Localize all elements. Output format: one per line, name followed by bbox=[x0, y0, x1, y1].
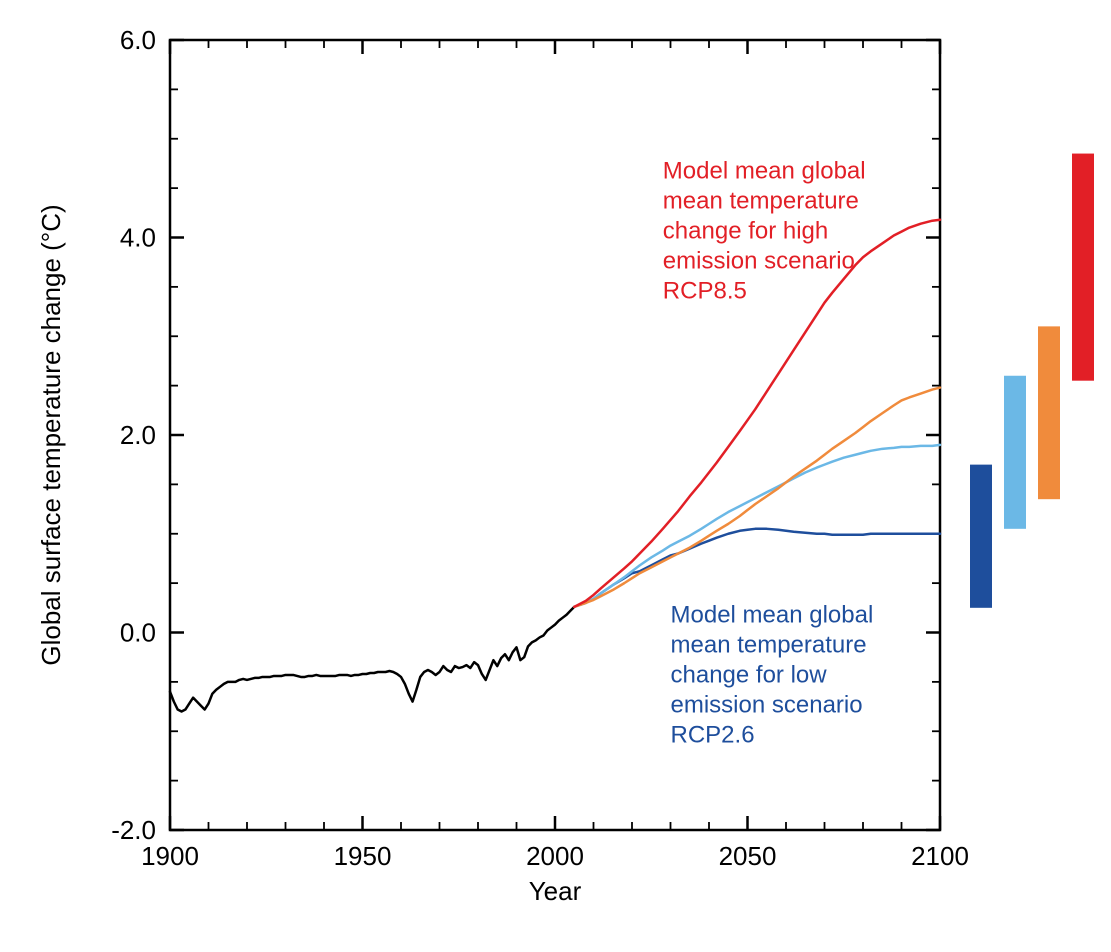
x-axis-label: Year bbox=[529, 876, 582, 906]
x-tick-label: 2050 bbox=[719, 841, 777, 871]
y-axis-label: Global surface temperature change (°C) bbox=[36, 204, 66, 665]
temperature-chart: 1900 1950 2000 2050 2100 Year -2.0 0.0 2.0 4.0 6.0… bbox=[0, 0, 1111, 952]
x-tick-label: 1900 bbox=[141, 841, 199, 871]
y-tick-label: 2.0 bbox=[120, 420, 156, 450]
rcp85-range bbox=[1072, 154, 1094, 381]
y-tick-label: 0.0 bbox=[120, 618, 156, 648]
chart-container: 1900 1950 2000 2050 2100 Year -2.0 0.0 2.0 4.0 6.0… bbox=[0, 0, 1111, 952]
x-tick-label: 1950 bbox=[334, 841, 392, 871]
y-tick-label: 6.0 bbox=[120, 25, 156, 55]
rcp26-range bbox=[970, 465, 992, 608]
x-tick-label: 2000 bbox=[526, 841, 584, 871]
y-tick-label: 4.0 bbox=[120, 223, 156, 253]
y-tick-label: -2.0 bbox=[111, 815, 156, 845]
rcp45-range bbox=[1004, 376, 1026, 529]
rcp60-range bbox=[1038, 326, 1060, 499]
x-tick-label: 2100 bbox=[911, 841, 969, 871]
